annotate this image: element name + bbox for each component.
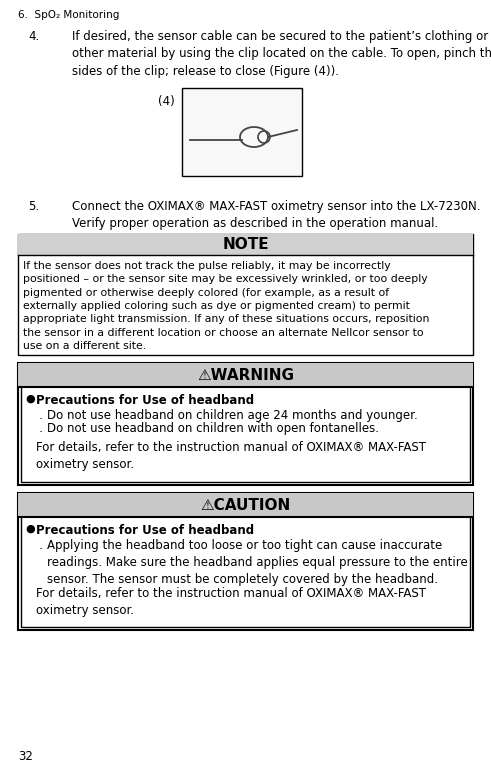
Text: Precautions for Use of headband: Precautions for Use of headband <box>36 394 254 407</box>
Text: For details, refer to the instruction manual of OXIMAX® MAX-FAST
oximetry sensor: For details, refer to the instruction ma… <box>36 587 426 617</box>
Text: ․: ․ <box>39 409 43 422</box>
Text: ⚠WARNING: ⚠WARNING <box>197 368 294 383</box>
Bar <box>182 88 302 176</box>
Bar <box>21 496 470 627</box>
Bar <box>18 493 473 517</box>
Text: ●: ● <box>25 394 35 404</box>
Text: Applying the headband too loose or too tight can cause inaccurate
readings. Make: Applying the headband too loose or too t… <box>47 539 468 587</box>
Text: Precautions for Use of headband: Precautions for Use of headband <box>36 524 254 537</box>
Text: For details, refer to the instruction manual of OXIMAX® MAX-FAST
oximetry sensor: For details, refer to the instruction ma… <box>36 441 426 471</box>
Bar <box>18 234 473 355</box>
Bar <box>18 234 473 255</box>
Text: Do not use headband on children with open fontanelles.: Do not use headband on children with ope… <box>47 422 379 435</box>
Text: ․: ․ <box>39 539 43 552</box>
Text: 4.: 4. <box>28 30 39 43</box>
Bar <box>18 363 473 485</box>
Text: ●: ● <box>25 524 35 534</box>
Text: If desired, the sensor cable can be secured to the patient’s clothing or
other m: If desired, the sensor cable can be secu… <box>72 30 491 78</box>
Bar <box>18 493 473 630</box>
Text: ․: ․ <box>39 422 43 435</box>
Text: 5.: 5. <box>28 200 39 213</box>
Bar <box>18 363 473 387</box>
Bar <box>21 366 470 482</box>
Text: Do not use headband on children age 24 months and younger.: Do not use headband on children age 24 m… <box>47 409 418 422</box>
Text: NOTE: NOTE <box>222 237 269 252</box>
Text: If the sensor does not track the pulse reliably, it may be incorrectly
positione: If the sensor does not track the pulse r… <box>23 261 429 351</box>
Text: ⚠CAUTION: ⚠CAUTION <box>200 498 291 512</box>
Text: Connect the OXIMAX® MAX-FAST oximetry sensor into the LX-7230N.
Verify proper op: Connect the OXIMAX® MAX-FAST oximetry se… <box>72 200 481 231</box>
Text: 32: 32 <box>18 750 33 761</box>
Text: (4): (4) <box>158 95 175 108</box>
Text: 6.  SpO₂ Monitoring: 6. SpO₂ Monitoring <box>18 10 119 20</box>
